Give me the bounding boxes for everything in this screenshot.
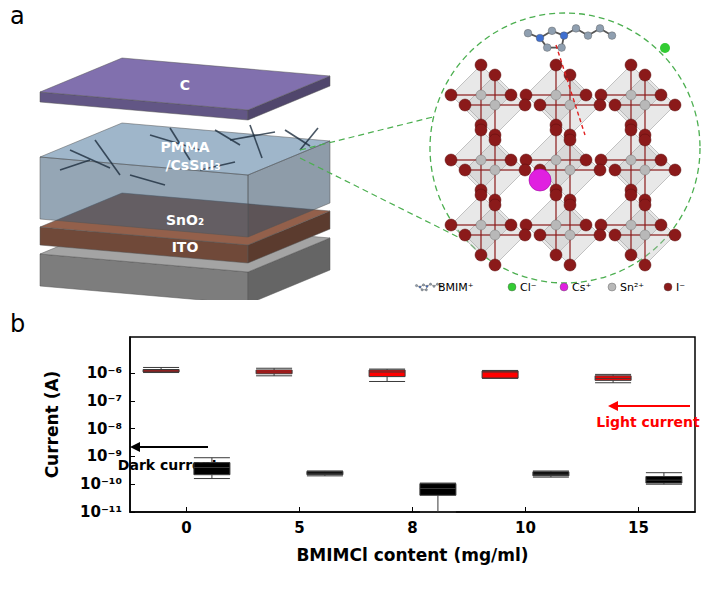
svg-text:PMMA: PMMA <box>161 139 210 155</box>
svg-text:BMIM⁺: BMIM⁺ <box>438 281 474 294</box>
svg-text:Current (A): Current (A) <box>42 371 62 479</box>
svg-text:ITO: ITO <box>172 239 199 255</box>
svg-text:a: a <box>10 2 25 30</box>
svg-text:8: 8 <box>407 519 417 537</box>
svg-text:10⁻⁸: 10⁻⁸ <box>87 420 122 438</box>
svg-text:BMIMCl content (mg/ml): BMIMCl content (mg/ml) <box>296 545 528 565</box>
svg-text:5: 5 <box>294 519 304 537</box>
svg-text:Cs⁺: Cs⁺ <box>572 281 591 294</box>
svg-text:0: 0 <box>181 519 191 537</box>
svg-text:C: C <box>180 77 190 93</box>
svg-text:Sn²⁺: Sn²⁺ <box>620 281 644 294</box>
svg-text:Light current: Light current <box>596 414 700 430</box>
svg-text:10⁻¹⁰: 10⁻¹⁰ <box>80 475 122 493</box>
svg-text:/CsSnI₃: /CsSnI₃ <box>165 157 220 173</box>
svg-text:10: 10 <box>515 519 536 537</box>
svg-text:10⁻⁷: 10⁻⁷ <box>87 392 122 410</box>
svg-text:Cl⁻: Cl⁻ <box>520 281 537 294</box>
svg-text:I⁻: I⁻ <box>676 281 685 294</box>
svg-text:10⁻⁹: 10⁻⁹ <box>87 447 122 465</box>
svg-text:10⁻¹¹: 10⁻¹¹ <box>80 503 122 521</box>
svg-text:15: 15 <box>628 519 649 537</box>
svg-text:SnO₂: SnO₂ <box>166 212 204 228</box>
svg-text:b: b <box>10 310 25 338</box>
svg-text:10⁻⁶: 10⁻⁶ <box>87 364 122 382</box>
svg-text:Dark current: Dark current <box>117 457 219 473</box>
